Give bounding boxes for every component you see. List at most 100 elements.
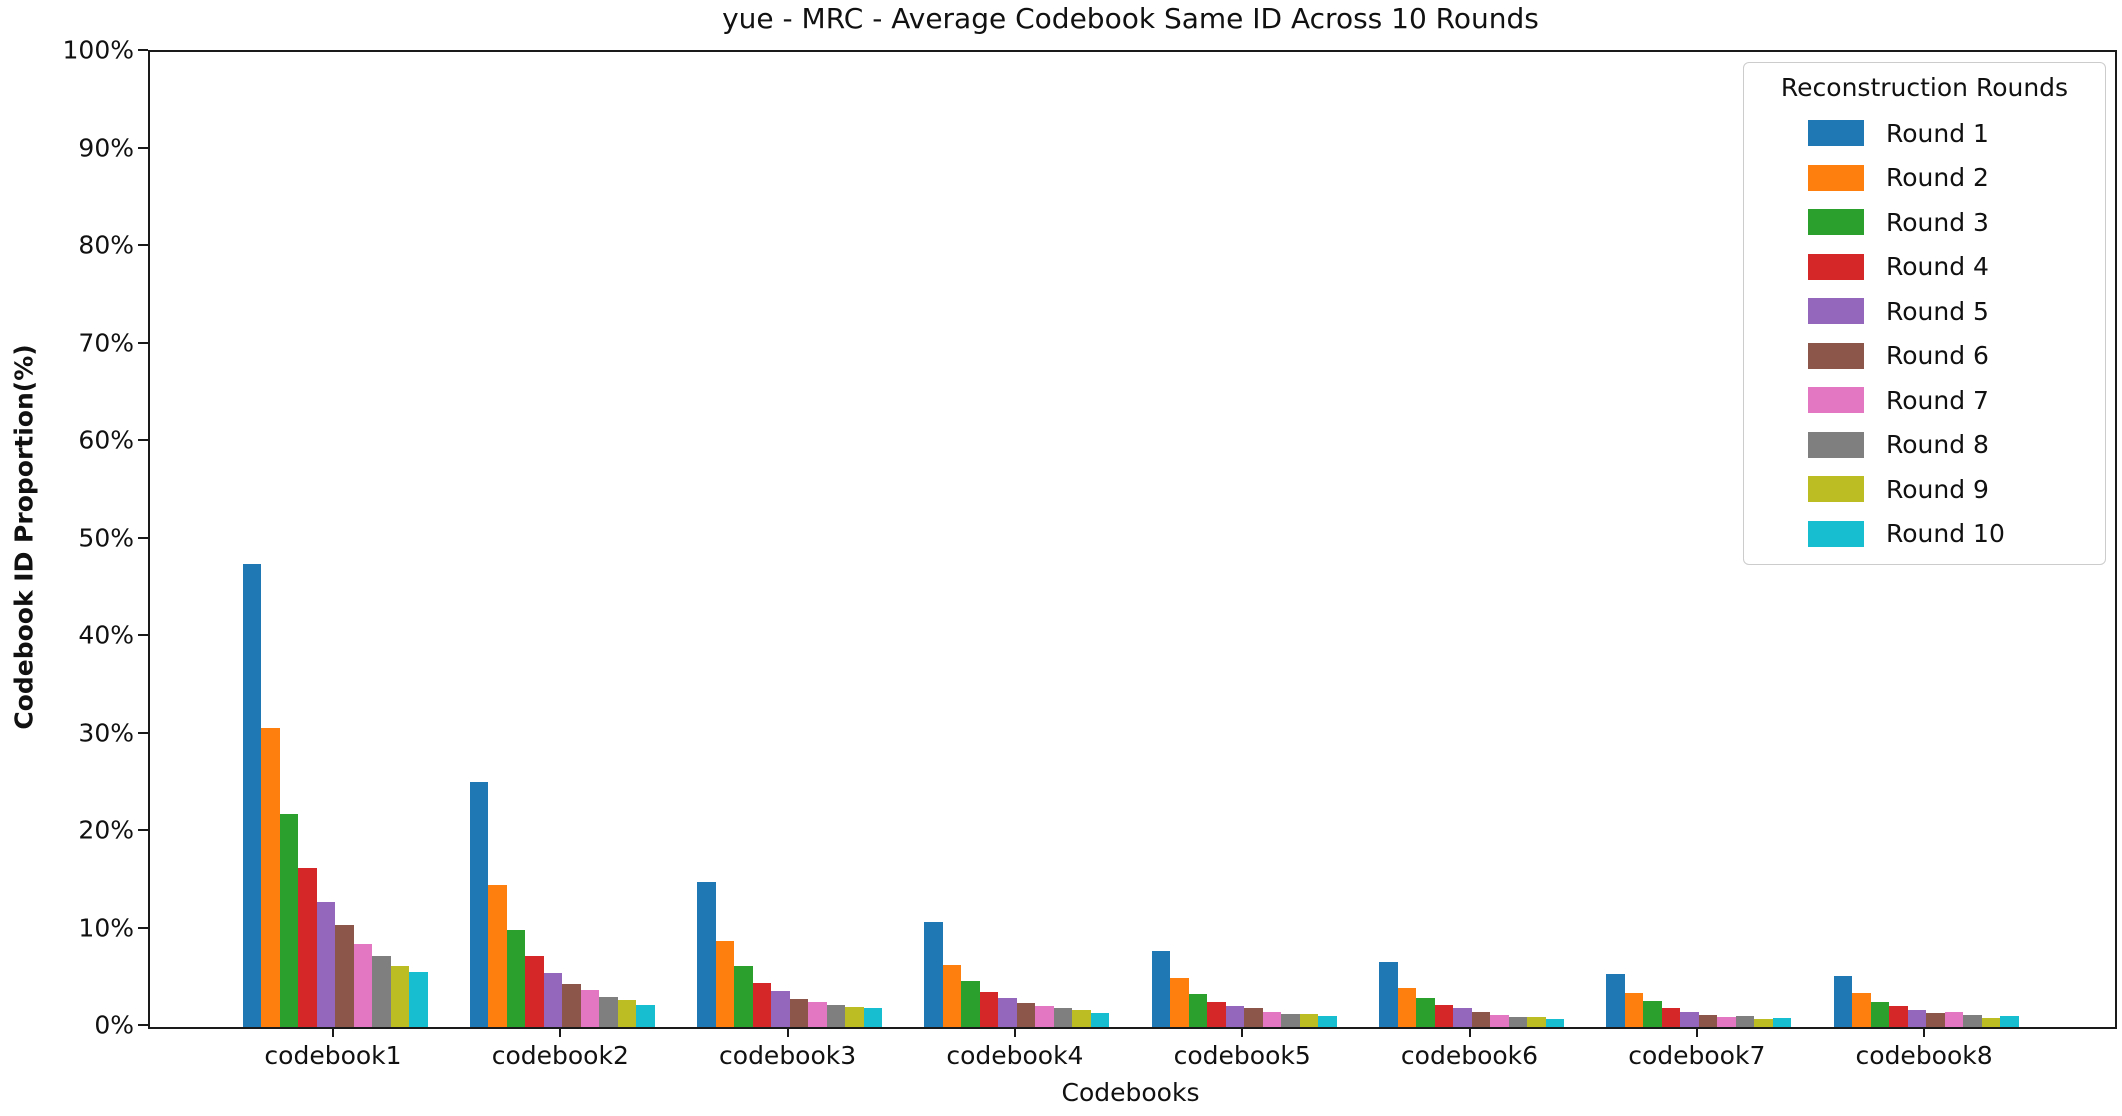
bar-codebook6-round3 <box>1416 997 1435 1027</box>
bar-codebook7-round7 <box>1717 1017 1736 1027</box>
legend-swatch-icon <box>1808 164 1864 191</box>
bar-codebook6-round4 <box>1434 1004 1453 1027</box>
bar-codebook5-round6 <box>1244 1008 1263 1027</box>
bar-codebook2-round8 <box>599 996 618 1027</box>
legend-label: Round 5 <box>1886 296 1989 326</box>
bar-codebook8-round10 <box>2000 1016 2019 1027</box>
bar-codebook3-round4 <box>752 983 772 1027</box>
x-tick-mark <box>1013 1027 1016 1037</box>
legend: Reconstruction Rounds Round 1 Round 2 Roun… <box>1743 62 2106 565</box>
legend-swatch-icon <box>1808 476 1864 503</box>
bar-codebook5-round5 <box>1225 1005 1245 1027</box>
bar-codebook7-round1 <box>1606 974 1625 1027</box>
y-tick-label: 60% <box>78 425 134 455</box>
bar-codebook7-round6 <box>1698 1015 1718 1027</box>
legend-item-round2: Round 2 <box>1744 156 2105 201</box>
bar-codebook3-round5 <box>771 990 790 1027</box>
y-tick-label: 70% <box>78 328 134 357</box>
x-tick-mark <box>786 1027 789 1037</box>
legend-item-round7: Round 7 <box>1744 378 2105 423</box>
bar-codebook4-round6 <box>1016 1002 1036 1027</box>
x-tick-label-codebook5: codebook5 <box>1173 1041 1311 1070</box>
bar-codebook1-round4 <box>298 868 317 1027</box>
y-tick-mark <box>138 49 148 51</box>
bar-codebook7-round10 <box>1772 1018 1792 1027</box>
bar-codebook1-round1 <box>242 563 261 1027</box>
bar-codebook8-round6 <box>1926 1013 1945 1027</box>
x-tick-label-codebook7: codebook7 <box>1628 1041 1766 1070</box>
bar-codebook5-round2 <box>1170 978 1189 1027</box>
y-tick-label: 40% <box>78 620 134 650</box>
legend-swatch-icon <box>1808 342 1864 369</box>
bar-codebook7-round2 <box>1624 992 1644 1027</box>
bar-codebook3-round2 <box>715 941 735 1027</box>
bar-codebook8-round9 <box>1981 1018 2001 1027</box>
legend-swatch-icon <box>1808 253 1864 280</box>
x-tick-label-codebook3: codebook3 <box>719 1041 857 1070</box>
bar-codebook3-round8 <box>826 1004 846 1027</box>
bar-codebook4-round10 <box>1090 1013 1110 1027</box>
bar-codebook3-round1 <box>697 881 716 1027</box>
y-tick-mark <box>138 829 148 831</box>
bar-codebook1-round5 <box>316 902 335 1027</box>
bar-codebook6-round7 <box>1490 1015 1509 1027</box>
legend-label: Round 9 <box>1886 474 1989 504</box>
bar-codebook7-round5 <box>1680 1012 1699 1027</box>
y-tick-mark <box>138 439 148 441</box>
bar-codebook6-round8 <box>1508 1017 1527 1027</box>
y-tick-mark <box>138 634 148 636</box>
bar-codebook2-round10 <box>636 1004 655 1027</box>
bar-codebook5-round10 <box>1318 1016 1337 1027</box>
bar-codebook2-round3 <box>506 929 526 1027</box>
legend-item-round9: Round 9 <box>1744 467 2105 512</box>
bar-codebook8-round5 <box>1907 1010 1927 1027</box>
bar-codebook8-round4 <box>1889 1005 1908 1027</box>
bar-codebook5-round8 <box>1281 1014 1300 1027</box>
legend-item-round10: Round 10 <box>1744 512 2105 557</box>
legend-label: Round 10 <box>1886 519 2005 549</box>
bar-codebook3-round6 <box>789 998 809 1027</box>
bar-codebook6-round1 <box>1379 961 1398 1027</box>
legend-label: Round 2 <box>1886 163 1989 193</box>
x-tick-mark <box>1241 1027 1244 1037</box>
x-tick-label-codebook4: codebook4 <box>946 1041 1084 1070</box>
legend-item-round8: Round 8 <box>1744 423 2105 468</box>
bar-codebook8-round8 <box>1963 1015 1982 1027</box>
bar-codebook4-round5 <box>998 997 1017 1027</box>
bar-codebook1-round9 <box>390 965 409 1027</box>
bar-codebook4-round1 <box>924 921 943 1027</box>
y-tick-mark <box>138 926 148 929</box>
x-tick-mark <box>559 1027 562 1037</box>
x-tick-mark <box>1695 1027 1698 1037</box>
bar-codebook8-round2 <box>1852 992 1871 1027</box>
bar-codebook8-round1 <box>1833 976 1853 1027</box>
bar-codebook4-round9 <box>1072 1010 1091 1027</box>
bar-codebook2-round5 <box>543 973 563 1027</box>
bar-codebook7-round4 <box>1661 1007 1681 1027</box>
bar-codebook2-round1 <box>469 782 489 1027</box>
bar-codebook1-round10 <box>409 972 428 1027</box>
y-tick-label: 30% <box>78 718 134 747</box>
y-tick-mark <box>138 341 148 344</box>
y-tick-mark <box>138 536 148 539</box>
legend-swatch-icon <box>1808 520 1864 547</box>
bar-codebook5-round9 <box>1299 1014 1319 1027</box>
legend-swatch-icon <box>1808 120 1864 147</box>
legend-swatch-icon <box>1808 387 1864 414</box>
y-tick-label: 0% <box>94 1010 134 1040</box>
bar-codebook5-round1 <box>1151 950 1171 1027</box>
y-tick-mark <box>138 146 148 149</box>
legend-label: Round 7 <box>1886 385 1989 415</box>
bar-codebook1-round3 <box>279 814 298 1027</box>
legend-item-round5: Round 5 <box>1744 289 2105 334</box>
bar-codebook4-round3 <box>961 981 980 1027</box>
bar-codebook2-round4 <box>525 955 544 1027</box>
x-tick-mark <box>1923 1027 1926 1037</box>
bar-codebook4-round8 <box>1053 1008 1073 1027</box>
bar-codebook6-round10 <box>1545 1019 1564 1027</box>
bar-codebook4-round2 <box>942 964 962 1027</box>
chart-title: yue - MRC - Average Codebook Same ID Acr… <box>722 2 1539 35</box>
bar-codebook7-round9 <box>1754 1019 1773 1027</box>
x-tick-label-codebook8: codebook8 <box>1855 1041 1993 1070</box>
